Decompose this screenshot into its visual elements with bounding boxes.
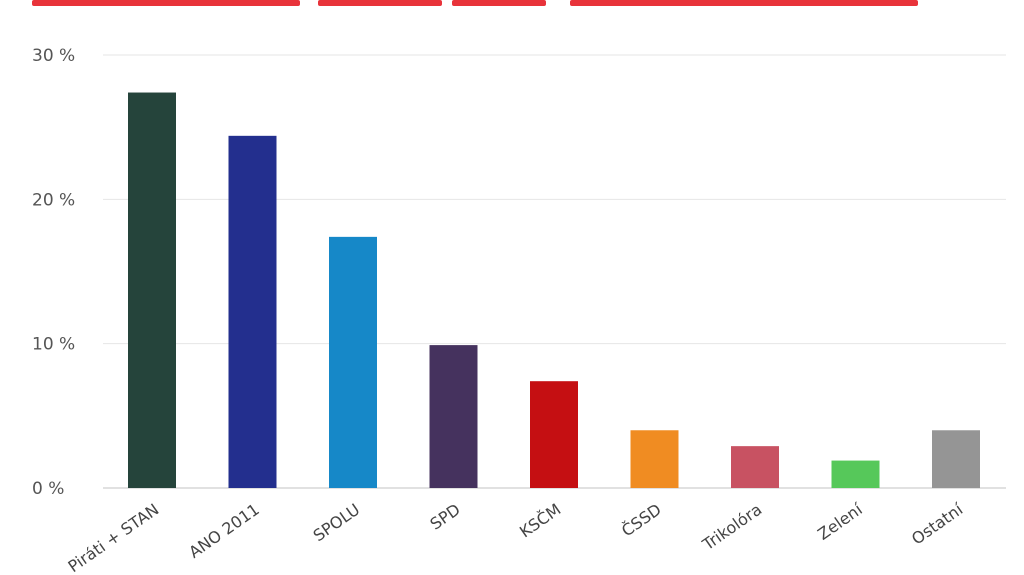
bar-3 — [429, 345, 478, 488]
x-category-label: SPD — [427, 500, 464, 534]
x-axis-category-labels: Piráti + STAN ANO 2011 SPOLU SPD KSČM ČSSD Tri… — [65, 499, 967, 575]
y-tick-label: 10 % — [32, 335, 75, 355]
x-category-label: ČSSD — [618, 500, 665, 541]
title-fragment-3 — [570, 0, 918, 6]
title-fragment-2 — [452, 0, 546, 6]
bar-5 — [630, 430, 679, 488]
x-category-label: KSČM — [516, 500, 564, 542]
cropped-title-strip — [32, 0, 918, 6]
y-tick-label: 20 % — [32, 190, 75, 210]
x-category-label: Ostatní — [908, 499, 967, 548]
y-axis-tick-labels: 0 % 10 % 20 % 30 % — [32, 46, 75, 499]
x-category-label: Trikolóra — [698, 500, 765, 555]
y-tick-label: 30 % — [32, 46, 75, 66]
x-category-label: Piráti + STAN — [65, 500, 163, 575]
bar-8 — [932, 430, 980, 488]
x-category-label: ANO 2011 — [185, 500, 263, 562]
bars — [128, 92, 980, 488]
bar-0 — [128, 92, 176, 488]
title-fragment-1 — [318, 0, 442, 6]
y-tick-label: 0 % — [32, 479, 64, 499]
bar-1 — [228, 135, 277, 488]
x-category-label: SPOLU — [310, 500, 364, 546]
bar-6 — [731, 446, 779, 488]
title-fragment-0 — [32, 0, 300, 6]
bar-7 — [831, 460, 880, 488]
bar-4 — [530, 381, 578, 488]
bar-2 — [329, 236, 377, 488]
x-category-label: Zelení — [814, 499, 866, 543]
